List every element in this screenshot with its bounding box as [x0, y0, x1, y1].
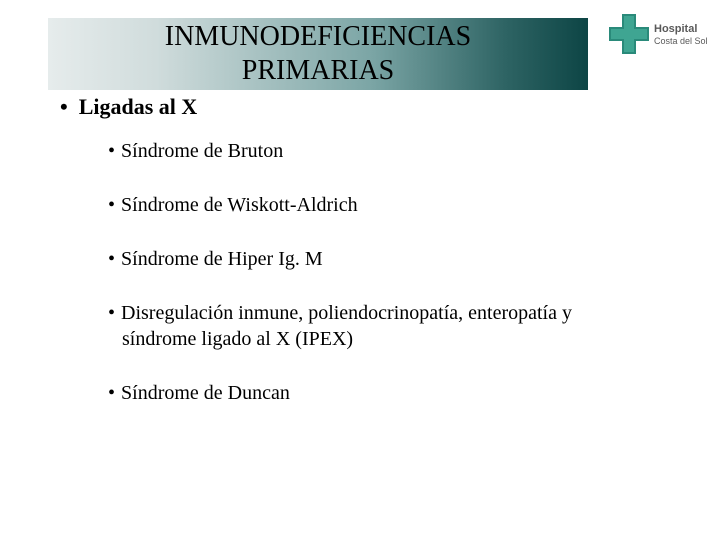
- item-text: Síndrome de Hiper Ig. M: [121, 248, 323, 270]
- list-item: • Síndrome de Bruton: [108, 138, 620, 164]
- item-text: Síndrome de Duncan: [121, 382, 290, 404]
- content-area: • Ligadas al X • Síndrome de Bruton • Sínd…: [60, 94, 620, 434]
- sub-list: • Síndrome de Bruton • Síndrome de Wiskott…: [108, 138, 620, 406]
- main-heading: • Ligadas al X: [60, 94, 620, 120]
- list-item: • Síndrome de Hiper Ig. M: [108, 246, 620, 272]
- hospital-logo: Hospital Costa del Sol: [608, 10, 708, 74]
- bullet-icon: •: [108, 194, 115, 216]
- title-line2: PRIMARIAS: [242, 55, 394, 86]
- bullet-icon: •: [108, 140, 115, 162]
- list-item: • Disregulación inmune, poliendocrinopatí…: [108, 300, 620, 352]
- item-text: Síndrome de Bruton: [121, 140, 283, 162]
- bullet-icon: •: [108, 382, 115, 404]
- item-text: Síndrome de Wiskott-Aldrich: [121, 194, 358, 216]
- title-bar: INMUNODEFICIENCIAS PRIMARIAS: [48, 18, 588, 90]
- logo-text-line1: Hospital: [654, 23, 697, 35]
- bullet-icon: •: [108, 248, 115, 270]
- logo-text-line2: Costa del Sol: [654, 36, 708, 46]
- bullet-icon: •: [108, 302, 115, 324]
- list-item: • Síndrome de Wiskott-Aldrich: [108, 192, 620, 218]
- slide-title: INMUNODEFICIENCIAS PRIMARIAS: [48, 18, 588, 87]
- bullet-icon: •: [60, 94, 68, 119]
- heading-text: Ligadas al X: [79, 94, 198, 119]
- list-item: • Síndrome de Duncan: [108, 380, 620, 406]
- item-text: Disregulación inmune, poliendocrinopatía…: [121, 302, 572, 350]
- title-line1: INMUNODEFICIENCIAS: [165, 21, 471, 52]
- cross-icon: [609, 14, 649, 54]
